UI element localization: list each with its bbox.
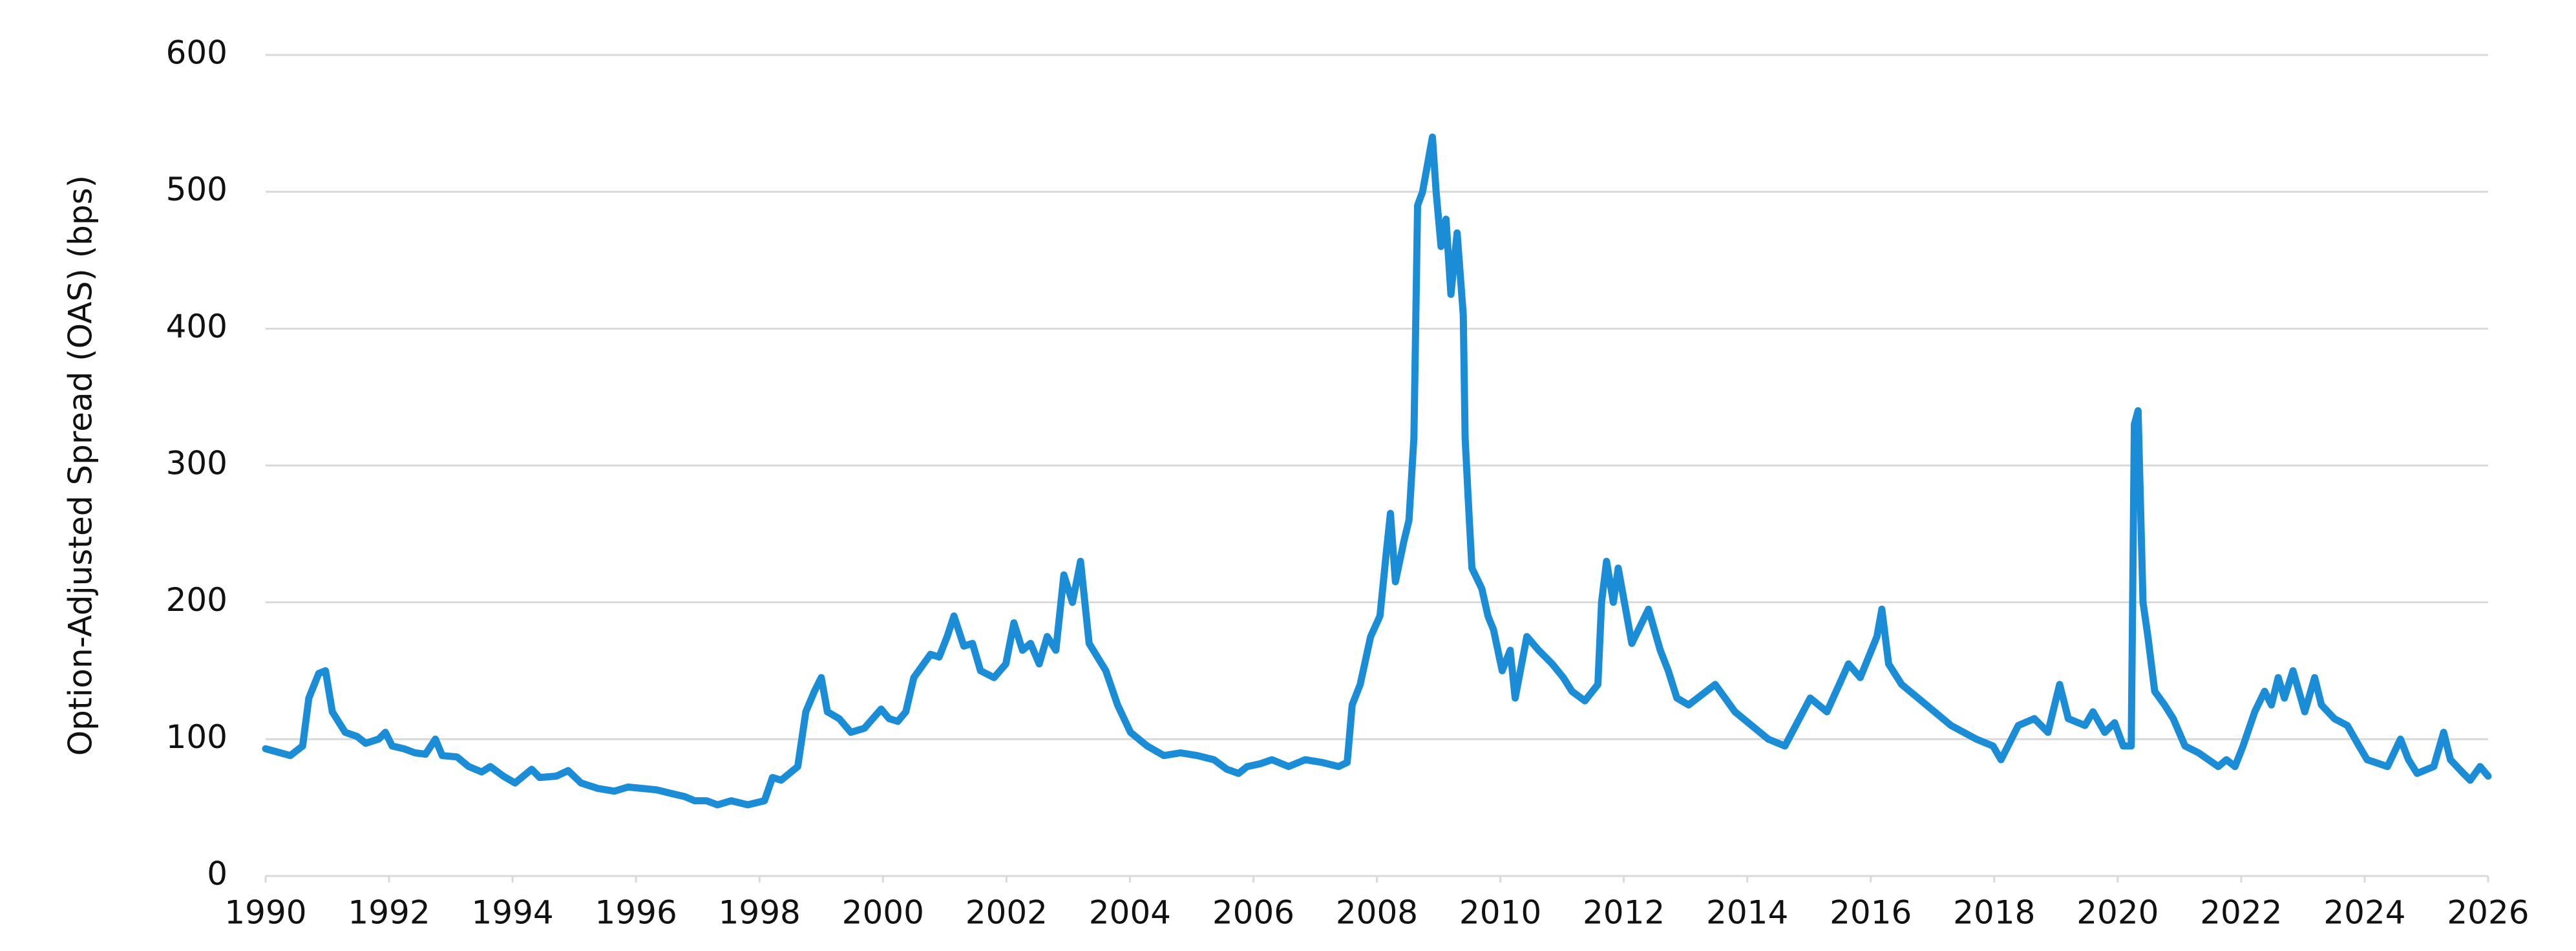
x-tick-label: 2016 [1830, 894, 1912, 932]
x-tick-label: 1992 [348, 894, 430, 932]
x-tick-label: 1996 [595, 894, 677, 932]
y-tick-label: 600 [166, 34, 227, 72]
x-tick-label: 2006 [1212, 894, 1294, 932]
x-tick-label: 2014 [1706, 894, 1788, 932]
x-tick-label: 2018 [1953, 894, 2035, 932]
x-tick-label: 2026 [2447, 894, 2529, 932]
x-tick-label: 2024 [2323, 894, 2405, 932]
x-tick-label: 2022 [2200, 894, 2282, 932]
x-tick-label: 1994 [471, 894, 553, 932]
y-tick-label: 400 [166, 308, 227, 345]
x-tick-label: 2012 [1583, 894, 1665, 932]
x-tick-label: 2002 [966, 894, 1048, 932]
x-tick-label: 2020 [2076, 894, 2159, 932]
y-tick-label: 500 [166, 171, 227, 208]
x-tick-label: 2004 [1089, 894, 1171, 932]
y-tick-label: 200 [166, 581, 227, 619]
x-tick-label: 2008 [1336, 894, 1418, 932]
data-line [262, 133, 2492, 809]
x-tick-label: 1990 [224, 894, 306, 932]
x-tick-label: 2010 [1459, 894, 1541, 932]
x-tick-label: 1998 [719, 894, 801, 932]
y-axis-label: Option-Adjusted Spread (OAS) (bps) [62, 175, 100, 756]
y-tick-label: 100 [166, 718, 227, 756]
y-tick-label: 0 [207, 855, 227, 893]
y-tick-label: 300 [166, 445, 227, 482]
x-tick-label: 2000 [842, 894, 924, 932]
